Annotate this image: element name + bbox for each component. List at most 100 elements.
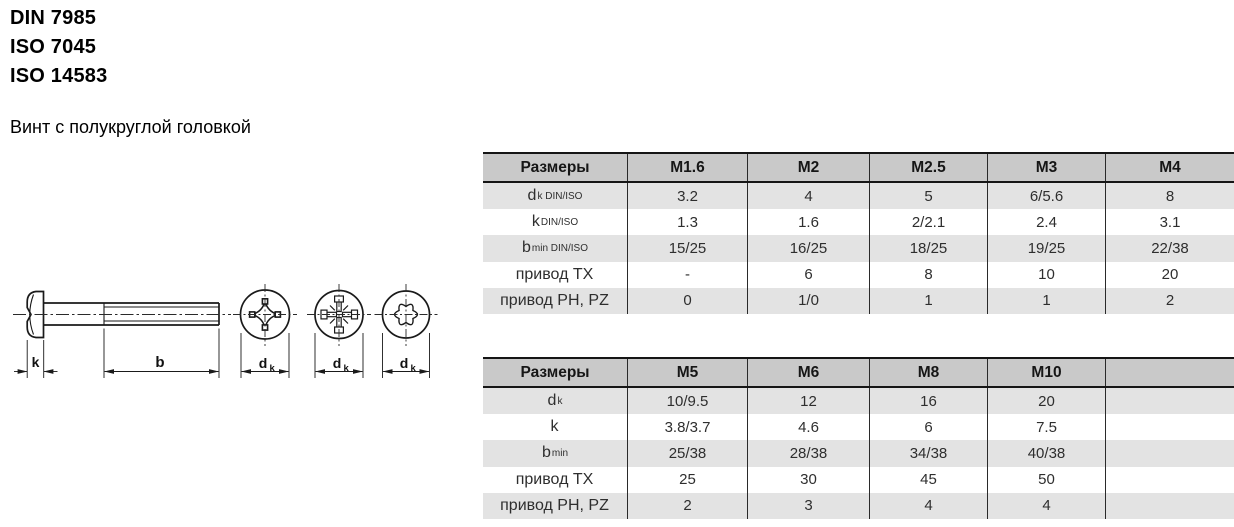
header-cell: Размеры — [483, 154, 628, 181]
value-cell: 20 — [1161, 266, 1179, 284]
value-cell — [1106, 414, 1234, 440]
value-cell: 28/38 — [748, 440, 870, 467]
value-cell: 16 — [870, 388, 988, 415]
header-cell: M5 — [628, 359, 748, 386]
value-cell: 2/2.1 — [870, 209, 988, 236]
value-cell: 5 — [870, 183, 988, 210]
header-cell: M3 — [988, 154, 1106, 181]
value-cell: 0 — [628, 287, 748, 314]
dim-label-k: k — [32, 354, 40, 370]
dim-label-b: b — [155, 354, 164, 371]
value-cell: 4 — [988, 492, 1106, 519]
header-cell: M2 — [748, 154, 870, 181]
centerlines — [233, 284, 438, 346]
value-cell — [1106, 388, 1234, 414]
dim-label-dk-3: d — [400, 355, 409, 371]
value-cell: 16/25 — [748, 235, 870, 262]
standard-iso-7045: ISO 7045 — [10, 36, 97, 58]
value-cell: 2.4 — [988, 209, 1106, 236]
value-cell: 1.6 — [748, 209, 870, 236]
value-cell: 4.6 — [748, 414, 870, 441]
value-cell: 1 — [870, 287, 988, 314]
row-label: b min — [483, 440, 628, 467]
header-cell: M1.6 — [628, 154, 748, 181]
value-cell: 40/38 — [988, 440, 1106, 467]
row-label: привод TX — [483, 261, 628, 288]
value-cell: 25/38 — [628, 440, 748, 467]
value-cell: 4 — [870, 492, 988, 519]
screw-side-view — [13, 290, 231, 339]
dim-label-dk-1-sub: k — [270, 363, 276, 374]
table-row: b min DIN/ISO 15/25 16/25 18/25 19/25 22/… — [483, 235, 1234, 262]
value-cell: 8 — [870, 261, 988, 288]
value-cell: 7.5 — [988, 414, 1106, 441]
value-cell: 3.8/3.7 — [628, 414, 748, 441]
row-label: k DIN/ISO — [483, 209, 628, 236]
table-row: b min 25/38 28/38 34/38 40/38 — [483, 440, 1234, 467]
value-cell: 15/25 — [628, 235, 748, 262]
value-cell: 30 — [748, 466, 870, 493]
value-cell: 12 — [748, 388, 870, 415]
table-row: привод TX - 6 8 10 20 — [483, 261, 1234, 288]
standards-block: DIN 7985 ISO 7045 ISO 14583 — [10, 4, 107, 91]
table-row: k 3.8/3.7 4.6 6 7.5 — [483, 414, 1234, 441]
dim-label-dk-2-sub: k — [344, 363, 350, 374]
header-cell: M8 — [870, 359, 988, 386]
value-cell: 22/38 — [1151, 239, 1189, 257]
value-cell: 10 — [988, 261, 1106, 288]
value-cell: 50 — [988, 466, 1106, 493]
value-cell: 45 — [870, 466, 988, 493]
table-row: привод PH, PZ 0 1/0 1 1 2 — [483, 287, 1234, 314]
value-cell: 18/25 — [870, 235, 988, 262]
row-label: b min DIN/ISO — [483, 235, 628, 262]
product-title: Винт с полукруглой головкой — [10, 117, 251, 137]
value-cell: 6 — [748, 261, 870, 288]
value-cell: 6 — [870, 414, 988, 441]
header-cell — [1106, 359, 1234, 386]
value-cell: 1/0 — [748, 287, 870, 314]
header-cell: Размеры — [483, 359, 628, 386]
dimension-labels: k b d k d k d k — [32, 354, 417, 374]
value-cell: 2 — [1165, 292, 1175, 310]
value-cell — [1106, 440, 1234, 466]
value-cell: 20 — [988, 388, 1106, 415]
value-cell: 6/5.6 — [988, 183, 1106, 210]
value-cell — [1106, 493, 1234, 519]
dim-label-dk-3-sub: k — [411, 363, 417, 374]
value-cell: 1.3 — [628, 209, 748, 236]
standard-iso-14583: ISO 14583 — [10, 65, 108, 87]
header-cell: M2.5 — [870, 154, 988, 181]
header-cell: M4 — [1159, 158, 1181, 176]
table-header-row: Размеры M5 M6 M8 M10 — [483, 359, 1234, 388]
row-label: привод PH, PZ — [483, 287, 628, 314]
value-cell: 1 — [988, 287, 1106, 314]
value-cell: 3 — [748, 492, 870, 519]
table-row: привод TX 25 30 45 50 — [483, 466, 1234, 493]
value-cell: 25 — [628, 466, 748, 493]
value-cell: 8 — [1165, 187, 1175, 205]
dim-label-dk-1: d — [259, 355, 268, 371]
table-row: k DIN/ISO 1.3 1.6 2/2.1 2.4 3.1 — [483, 209, 1234, 236]
value-cell: - — [628, 261, 748, 288]
dim-label-dk-2: d — [333, 355, 342, 371]
row-label: k — [483, 414, 628, 441]
row-label: привод TX — [483, 466, 628, 493]
value-cell: 34/38 — [870, 440, 988, 467]
value-cell: 19/25 — [988, 235, 1106, 262]
dimension-lines — [14, 328, 430, 378]
value-cell: 2 — [628, 492, 748, 519]
value-cell: 3.2 — [628, 183, 748, 210]
value-cell: 10/9.5 — [628, 388, 748, 415]
value-cell: 3.1 — [1159, 213, 1181, 231]
standard-din-7985: DIN 7985 — [10, 7, 97, 29]
value-cell — [1106, 467, 1234, 493]
screw-technical-drawing: k b d k d k d k — [13, 284, 438, 378]
table-header-row: Размеры M1.6 M2 M2.5 M3 M4 — [483, 154, 1234, 183]
table-row: привод PH, PZ 2 3 4 4 — [483, 492, 1234, 519]
